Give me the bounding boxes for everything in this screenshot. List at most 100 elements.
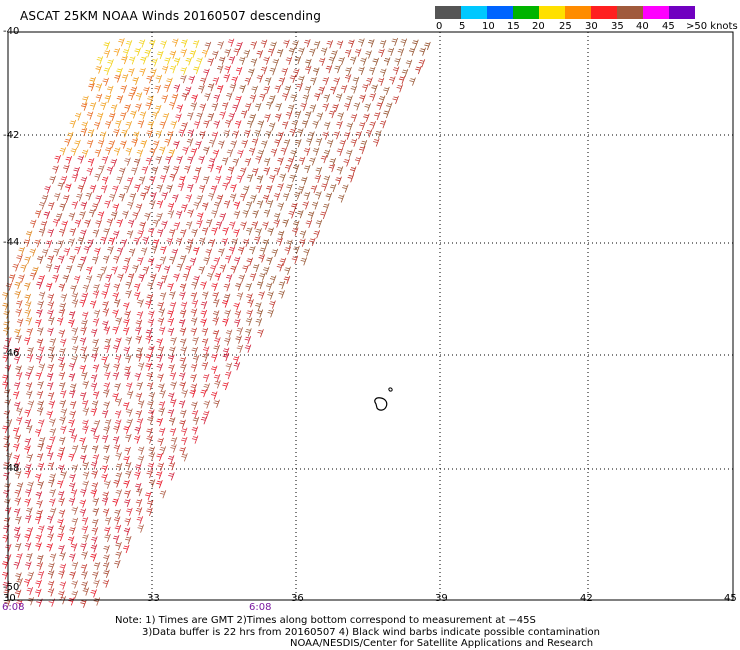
wind-barb	[339, 139, 347, 148]
wind-barb	[135, 498, 143, 508]
wind-barb	[89, 76, 96, 86]
wind-barb	[107, 246, 114, 255]
wind-barb	[362, 83, 369, 92]
wind-barb	[179, 356, 187, 366]
wind-barb	[58, 497, 65, 507]
wind-barb	[69, 400, 77, 410]
wind-barb	[244, 344, 252, 353]
wind-barb	[266, 185, 273, 194]
wind-barb	[224, 65, 231, 74]
wind-barb	[233, 47, 241, 57]
wind-barb	[276, 237, 283, 246]
wind-barb	[223, 73, 230, 83]
wind-barb	[150, 68, 157, 77]
wind-barb	[191, 281, 198, 290]
wind-barb	[182, 272, 190, 282]
wind-barb	[185, 221, 193, 230]
wind-barb	[167, 409, 175, 418]
wind-barb	[215, 165, 223, 174]
wind-barb	[236, 327, 244, 336]
wind-barb	[279, 257, 287, 267]
wind-barb	[58, 283, 66, 292]
wind-barb	[224, 48, 231, 57]
wind-barb	[3, 517, 11, 526]
wind-barb	[342, 184, 349, 193]
wind-barb	[59, 552, 66, 561]
wind-barb	[52, 218, 60, 227]
wind-barb	[233, 228, 240, 238]
wind-barb	[224, 255, 232, 264]
wind-barb	[82, 419, 89, 428]
wind-barb	[332, 103, 339, 113]
wind-barb	[103, 426, 110, 435]
wind-barb	[235, 95, 242, 105]
wind-barb	[293, 245, 300, 255]
wind-barb	[330, 86, 337, 95]
wind-barb	[71, 327, 79, 336]
wind-barb	[91, 445, 99, 454]
wind-barb	[225, 362, 233, 371]
wind-barb	[371, 84, 378, 93]
wind-barb	[147, 462, 155, 471]
wind-barb	[284, 246, 291, 255]
wind-barb	[166, 184, 173, 193]
wind-barb	[128, 219, 135, 228]
wind-barb	[91, 353, 98, 362]
wind-barb	[53, 247, 60, 257]
wind-barb	[79, 437, 86, 446]
wind-barb	[325, 65, 333, 74]
wind-barb	[219, 264, 227, 273]
wind-barb	[236, 292, 244, 301]
wind-barb	[46, 543, 53, 552]
wind-barb	[111, 211, 118, 220]
wind-barb	[92, 454, 100, 463]
wind-barb	[81, 319, 88, 329]
wind-barb	[37, 400, 44, 409]
wind-barb	[380, 68, 387, 77]
wind-barb	[147, 318, 155, 327]
wind-barb	[238, 274, 246, 283]
wind-barb	[27, 400, 35, 409]
wind-barb	[105, 273, 112, 283]
wind-barb	[290, 149, 297, 158]
wind-barb	[270, 148, 278, 157]
wind-barb	[36, 500, 43, 509]
wind-barb	[169, 50, 177, 59]
wind-barb	[213, 257, 221, 266]
wind-barb	[48, 201, 55, 211]
wind-barb	[35, 534, 42, 543]
wind-barb	[69, 571, 76, 580]
wind-barb	[146, 129, 153, 138]
legend-label-20: 20	[532, 21, 545, 32]
wind-barb	[157, 462, 164, 471]
wind-barb	[135, 203, 143, 212]
wind-barb	[93, 579, 100, 588]
wind-barb	[132, 211, 139, 220]
wind-barb	[225, 371, 232, 380]
wind-barb	[157, 317, 165, 326]
wind-barb	[49, 498, 56, 507]
wind-barb	[153, 140, 160, 149]
wind-barb	[336, 166, 344, 175]
wind-barb	[132, 76, 139, 86]
wind-barb	[151, 166, 159, 175]
wind-barb	[223, 129, 230, 138]
wind-barb	[170, 336, 177, 346]
wind-barb	[261, 140, 268, 149]
wind-barb	[159, 292, 167, 301]
wind-barb	[168, 417, 176, 426]
wind-barb	[102, 300, 109, 310]
wind-barb	[104, 338, 112, 347]
wind-barb	[24, 498, 31, 507]
wind-barb	[81, 581, 88, 590]
wind-barb	[241, 139, 248, 148]
wind-barb	[192, 175, 200, 184]
wind-barb	[89, 101, 97, 111]
wind-barb	[118, 38, 125, 47]
wind-barb	[92, 391, 100, 400]
wind-barb	[212, 317, 219, 326]
wind-barb	[122, 265, 129, 274]
wind-barb	[354, 48, 362, 57]
wind-barb	[137, 455, 145, 464]
wind-barb	[358, 38, 365, 47]
